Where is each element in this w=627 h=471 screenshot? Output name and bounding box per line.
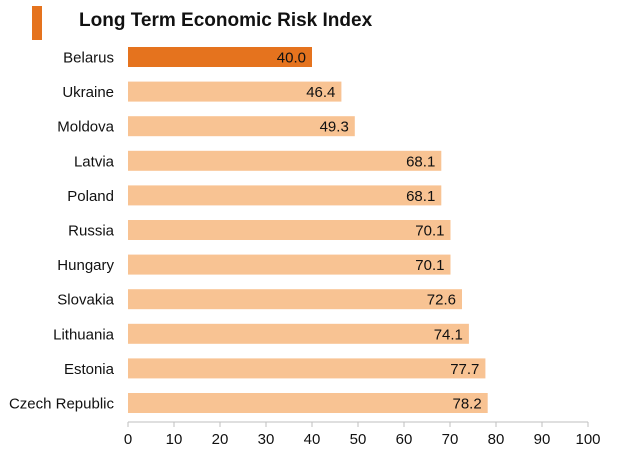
category-label-estonia: Estonia <box>64 361 115 378</box>
value-label-moldova: 49.3 <box>320 119 349 136</box>
x-tick-label-80: 80 <box>488 431 505 448</box>
bar-slovakia <box>128 289 462 310</box>
bar-hungary <box>128 254 451 275</box>
bar-ukraine <box>128 81 342 102</box>
value-label-poland: 68.1 <box>406 188 435 205</box>
category-label-latvia: Latvia <box>74 153 115 170</box>
x-tick-label-0: 0 <box>124 431 132 448</box>
x-tick-label-90: 90 <box>534 431 551 448</box>
x-tick-label-20: 20 <box>212 431 229 448</box>
category-label-czech-republic: Czech Republic <box>9 396 115 413</box>
bar-poland <box>128 185 442 206</box>
bar-belarus <box>128 47 312 67</box>
category-label-lithuania: Lithuania <box>53 326 115 343</box>
category-label-russia: Russia <box>68 223 115 240</box>
category-label-hungary: Hungary <box>57 257 114 274</box>
bar-moldova <box>128 116 355 137</box>
x-tick-label-10: 10 <box>166 431 183 448</box>
category-label-ukraine: Ukraine <box>62 84 114 101</box>
value-label-slovakia: 72.6 <box>427 292 456 309</box>
bar-russia <box>128 220 451 240</box>
category-label-poland: Poland <box>67 188 114 205</box>
bar-lithuania <box>128 323 469 344</box>
value-label-czech-republic: 78.2 <box>452 396 481 413</box>
value-label-belarus: 40.0 <box>277 50 306 67</box>
x-tick-label-40: 40 <box>304 431 321 448</box>
x-tick-label-100: 100 <box>575 431 600 448</box>
x-tick-label-60: 60 <box>396 431 413 448</box>
bar-estonia <box>128 358 486 379</box>
value-label-hungary: 70.1 <box>415 257 444 274</box>
value-label-ukraine: 46.4 <box>306 84 335 101</box>
category-label-moldova: Moldova <box>57 119 114 136</box>
value-label-lithuania: 74.1 <box>434 326 463 343</box>
x-tick-label-50: 50 <box>350 431 367 448</box>
bar-czech-republic <box>128 393 488 413</box>
category-label-slovakia: Slovakia <box>57 292 114 309</box>
x-tick-label-30: 30 <box>258 431 275 448</box>
bar-latvia <box>128 150 442 171</box>
chart-title: Long Term Economic Risk Index <box>79 10 373 31</box>
title-marker <box>32 6 42 40</box>
value-label-estonia: 77.7 <box>450 361 479 378</box>
x-tick-label-70: 70 <box>442 431 459 448</box>
value-label-latvia: 68.1 <box>406 153 435 170</box>
category-label-belarus: Belarus <box>63 50 114 67</box>
value-label-russia: 70.1 <box>415 223 444 240</box>
